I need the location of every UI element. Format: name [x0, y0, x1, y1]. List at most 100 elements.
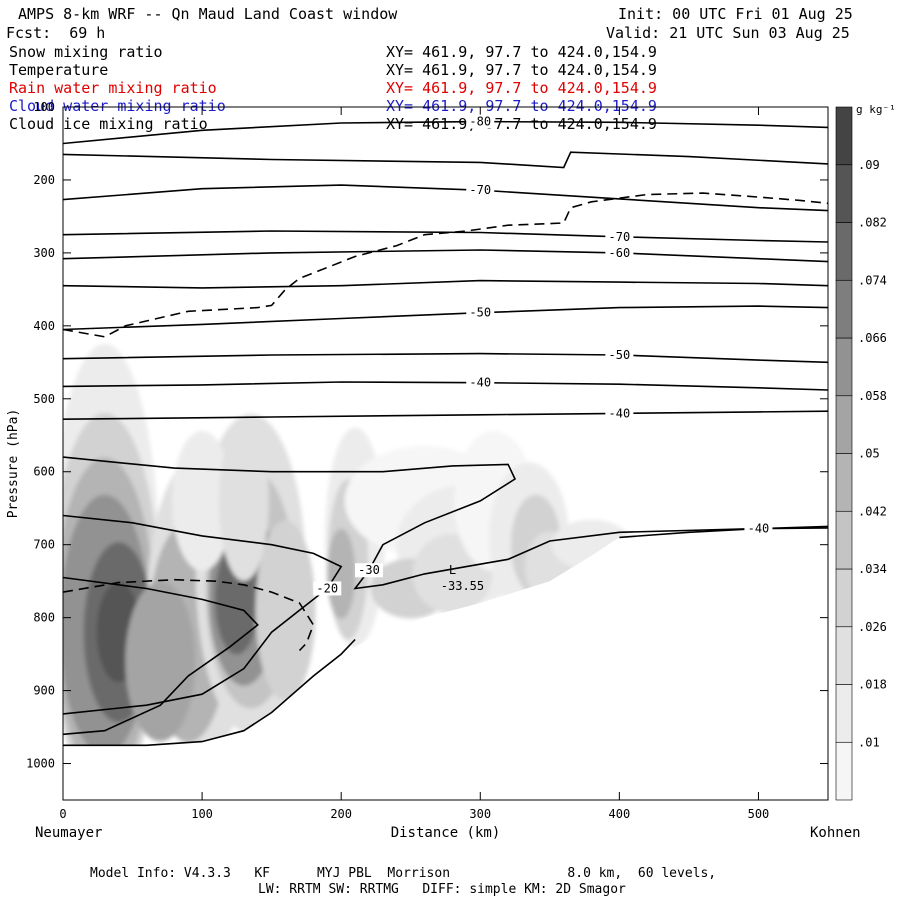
temperature-contour	[63, 305, 828, 331]
temperature-contour	[63, 381, 828, 391]
cloud-shade	[172, 430, 233, 571]
temperature-contour-label: -80	[469, 115, 491, 129]
temperature-contour	[63, 352, 828, 364]
low-marker: L	[449, 563, 456, 577]
y-axis-label: Pressure (hPa)	[6, 409, 21, 519]
temperature-contour	[63, 279, 828, 289]
x-axis-label: Distance (km)	[391, 825, 501, 841]
cloud-ice-contour	[63, 192, 828, 338]
colorbar-swatch	[835, 510, 853, 570]
temperature-contour	[63, 249, 828, 263]
colorbar-tick-label: .074	[858, 273, 887, 287]
contour-label-bg	[313, 581, 342, 596]
valid-time: Valid: 21 UTC Sun 03 Aug 25	[606, 24, 850, 42]
y-tick-label: 500	[33, 392, 55, 406]
chart-title: AMPS 8-km WRF -- Qn Maud Land Coast wind…	[18, 5, 398, 23]
colorbar-tick-label: .026	[858, 620, 887, 634]
colorbar-swatch	[835, 453, 853, 512]
contour-label-bg	[605, 229, 634, 244]
colorbar-swatch	[835, 164, 853, 223]
y-tick-label: 800	[33, 611, 55, 625]
contour-label-bg	[355, 563, 383, 578]
temperature-contour	[619, 525, 828, 539]
contour-label-bg	[466, 305, 495, 320]
y-tick-label: 400	[33, 319, 55, 333]
below-ground-mask	[63, 526, 828, 800]
x-tick-label: 300	[469, 807, 491, 821]
field-xy-range: XY= 461.9, 97.7 to 424.0,154.9	[386, 115, 657, 133]
plot-frame	[62, 106, 829, 801]
colorbar-tick-label: .058	[858, 389, 887, 403]
field-name: Rain water mixing ratio	[9, 79, 217, 97]
colorbar-swatch	[835, 222, 853, 281]
contour-label-bg	[605, 245, 634, 260]
temperature-contour-label: -40	[469, 376, 491, 390]
footer-physics-info: LW: RRTM SW: RRTMG DIFF: simple KM: 2D S…	[258, 882, 626, 897]
temperature-contour-label: -70	[469, 183, 491, 197]
y-tick-label: 900	[33, 684, 55, 698]
init-time: Init: 00 UTC Fri 01 Aug 25	[618, 5, 853, 23]
temperature-contour	[63, 410, 828, 420]
y-tick-label: 200	[33, 173, 55, 187]
colorbar-swatch	[835, 106, 853, 166]
colorbar-swatch	[835, 741, 853, 801]
cloud-shade	[218, 420, 269, 581]
shaded-field	[63, 343, 632, 800]
footer-model-info: Model Info: V4.3.3 KF MYJ PBL Morrison 8…	[90, 866, 717, 881]
contour-label-bg	[466, 114, 495, 129]
y-tick-label: 100	[33, 100, 55, 114]
colorbar-swatch	[835, 568, 853, 628]
x-tick-label: 200	[330, 807, 352, 821]
y-tick-label: 600	[33, 465, 55, 479]
temperature-contour	[63, 120, 828, 145]
temperature-contour-label: -60	[609, 246, 631, 260]
temperature-contour	[63, 184, 828, 212]
temperature-contour	[63, 638, 356, 747]
x-tick-label: 100	[191, 807, 213, 821]
x-tick-label: 400	[609, 807, 631, 821]
field-name: Cloud water mixing ratio	[9, 97, 226, 115]
colorbar-swatch	[835, 684, 853, 743]
temperature-contour	[63, 151, 828, 169]
colorbar-tick-label: .01	[858, 735, 880, 749]
colorbar-tick-label: .09	[858, 158, 880, 172]
temperature-contour	[63, 576, 259, 736]
x-tick-label: 500	[748, 807, 770, 821]
field-xy-range: XY= 461.9, 97.7 to 424.0,154.9	[386, 43, 657, 61]
x-right-station-label: Kohnen	[810, 825, 861, 841]
cloud-shade	[255, 520, 316, 701]
temperature-contour-label: -40	[609, 406, 631, 420]
y-tick-label: 300	[33, 246, 55, 260]
colorbar-swatch	[835, 337, 853, 397]
x-tick-label: 0	[59, 807, 66, 821]
contour-label-bg	[466, 183, 495, 198]
field-name: Temperature	[9, 61, 109, 79]
cloud-shade	[125, 581, 196, 742]
forecast-hour: Fcst: 69 h	[6, 24, 106, 42]
contour-label-bg	[605, 406, 634, 421]
temperature-contour-label: -50	[469, 306, 491, 320]
colorbar-tick-label: .034	[858, 562, 887, 576]
temperature-contour-label: -40	[748, 522, 770, 536]
field-xy-range: XY= 461.9, 97.7 to 424.0,154.9	[386, 79, 657, 97]
field-name: Snow mixing ratio	[9, 43, 163, 61]
low-marker-value: -33.55	[441, 579, 484, 593]
colorbar-tick-label: .018	[858, 678, 887, 692]
cloud-ice-contour	[63, 578, 315, 652]
colorbar-unit-label: g kg⁻¹	[856, 103, 896, 116]
y-tick-label: 700	[33, 538, 55, 552]
cloud-shade	[327, 528, 356, 619]
field-name: Cloud ice mixing ratio	[9, 115, 208, 133]
temperature-contour-label: -20	[316, 581, 338, 595]
temperature-contour-label: -30	[358, 563, 380, 577]
colorbar-tick-label: .05	[858, 447, 880, 461]
x-left-station-label: Neumayer	[35, 825, 102, 841]
contour-label-bg	[744, 521, 773, 536]
colorbar-tick-label: .066	[858, 331, 887, 345]
colorbar-swatch	[835, 279, 853, 339]
temperature-contour	[63, 230, 828, 243]
temperature-contour-label: -50	[609, 348, 631, 362]
colorbar-tick-label: .082	[858, 216, 887, 230]
